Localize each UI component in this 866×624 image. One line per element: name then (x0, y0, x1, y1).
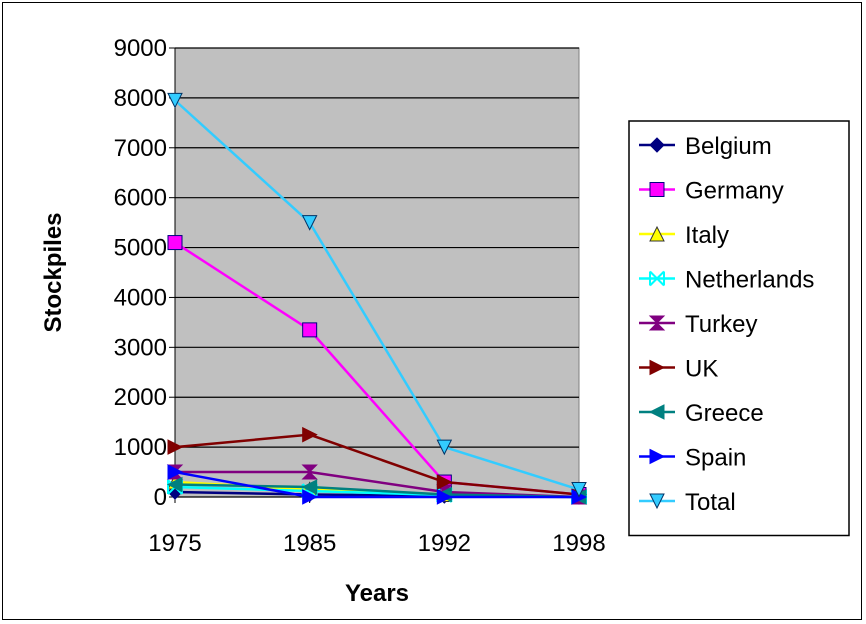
x-axis: 1975 1985 1992 1998 (148, 496, 606, 557)
gridlines (175, 47, 579, 498)
legend-label: UK (685, 356, 718, 383)
legend-item: Belgium (639, 133, 772, 160)
x-axis-title: Years (345, 580, 409, 607)
data-point (302, 322, 318, 338)
y-tick-label: 6000 (114, 185, 167, 212)
y-tick-label: 8000 (114, 85, 167, 112)
x-tick-label: 1985 (283, 530, 336, 557)
data-point (301, 479, 318, 495)
legend-label: Spain (685, 445, 746, 472)
data-point (436, 489, 453, 505)
legend-item: Greece (639, 400, 764, 427)
legend-marker (649, 493, 665, 510)
legend-marker (649, 225, 665, 242)
y-axis-title: Stockpiles (40, 212, 67, 332)
legend-item: Turkey (639, 311, 757, 338)
legend-label: Netherlands (685, 267, 814, 294)
data-point (167, 235, 183, 251)
legend-marker (649, 359, 666, 376)
data-point (571, 482, 587, 498)
legend-item: Italy (639, 222, 729, 249)
y-tick-label: 4000 (114, 284, 167, 311)
y-tick-label: 3000 (114, 334, 167, 361)
series-line (174, 99, 580, 491)
legend-label: Belgium (685, 133, 772, 160)
legend-item: Spain (639, 445, 746, 472)
series-total (167, 92, 587, 498)
legend-marker (648, 404, 665, 420)
legend-item: Germany (639, 178, 784, 205)
legend-item: Total (639, 489, 736, 516)
legend-item: Netherlands (639, 267, 814, 294)
series-line (174, 470, 579, 499)
legend-label: Greece (685, 400, 764, 427)
y-tick-label: 0 (154, 484, 167, 511)
data-point (302, 426, 318, 443)
legend-marker (649, 448, 666, 465)
legend-marker (649, 137, 665, 153)
data-point (301, 215, 318, 231)
series-layer (166, 92, 588, 505)
series-line (174, 433, 580, 496)
y-axis: 0 1000 2000 3000 4000 5000 6000 7000 8000 9000 (114, 35, 176, 511)
line-chart: 0 1000 2000 3000 4000 5000 6000 7000 8000 9000 19… (40, 35, 850, 607)
y-tick-label: 1000 (114, 434, 167, 461)
legend-label: Total (685, 489, 736, 516)
y-tick-label: 7000 (114, 135, 167, 162)
legend-marker (649, 270, 665, 287)
data-point (167, 464, 184, 480)
legend-label: Germany (685, 178, 784, 205)
y-tick-label: 2000 (114, 384, 167, 411)
x-tick-label: 1992 (418, 530, 471, 557)
plot-area (174, 47, 580, 498)
legend-marker (649, 182, 665, 197)
x-tick-label: 1998 (552, 530, 605, 557)
data-point (436, 439, 453, 456)
data-point (166, 476, 183, 493)
legend: Belgium Germany Italy Netherlands Turkey UK Gr… (628, 120, 850, 537)
legend-label: Turkey (685, 311, 757, 338)
x-tick-label: 1975 (148, 530, 201, 557)
data-point (167, 439, 184, 455)
data-point (167, 92, 183, 109)
legend-label: Italy (685, 222, 729, 249)
legend-marker (648, 315, 666, 331)
y-tick-label: 5000 (114, 235, 167, 262)
y-tick-label: 9000 (114, 35, 167, 62)
legend-item: UK (639, 356, 718, 383)
data-point (302, 489, 318, 505)
data-point (436, 474, 453, 490)
data-point (301, 464, 318, 480)
